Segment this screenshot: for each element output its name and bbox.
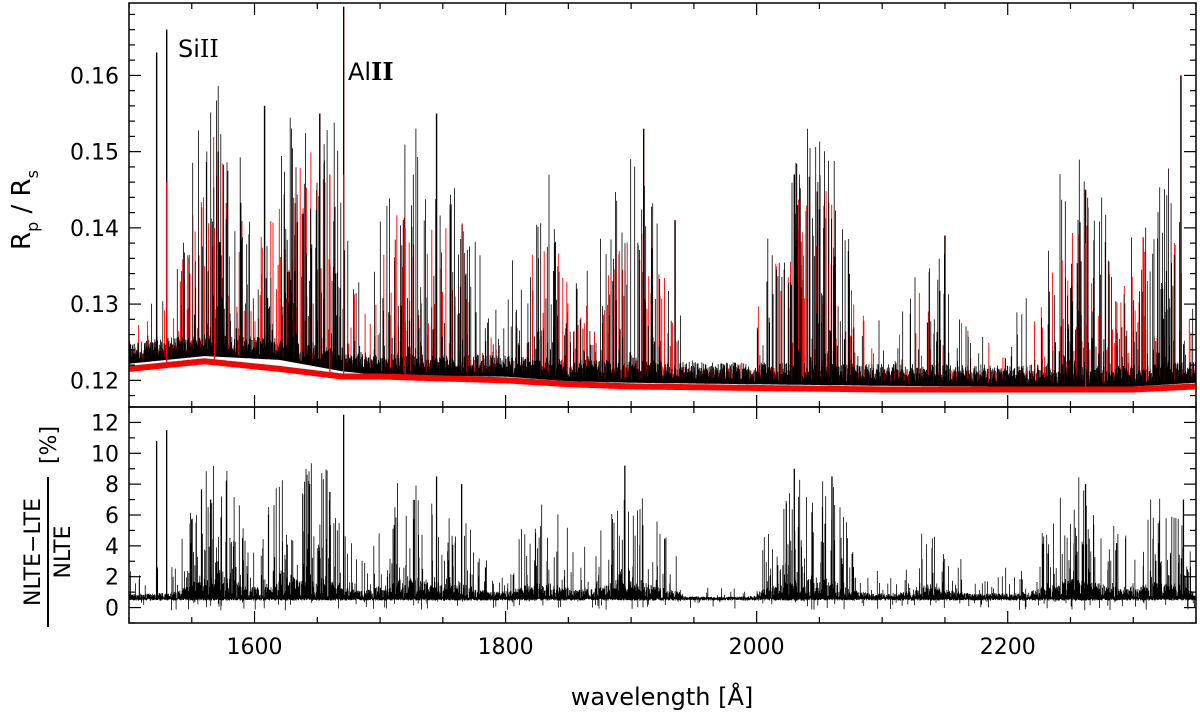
x-tick-label: 2000: [729, 635, 785, 660]
ylabel-numerator: NLTE−LTE: [21, 498, 46, 606]
x-axis-label: wavelength [Å]: [571, 682, 754, 711]
annotation-siii: SiII: [178, 35, 219, 63]
top-red-spectrum: [129, 6, 1196, 386]
y-tick-label: 0.12: [70, 369, 119, 394]
ylabel-denominator: NLTE: [51, 525, 76, 578]
difference-lines: [129, 463, 1196, 611]
top-y-axis-label: Rp / Rs: [7, 170, 42, 250]
y-tick-label: 10: [91, 442, 119, 467]
x-tick-label: 1600: [227, 635, 283, 660]
top-y-ticks: 0.12 0.13 0.14 0.15 0.16: [70, 13, 1196, 397]
ylabel-r2: R: [7, 178, 37, 196]
ylabel-percent: [%]: [37, 426, 62, 464]
x-tick-label: 1800: [478, 635, 534, 660]
annotation-siii-element: Si: [178, 35, 200, 63]
annotation-alii-ion: II: [371, 57, 393, 86]
bottom-y-axis-label: NLTE−LTE NLTE [%]: [21, 426, 76, 627]
y-tick-label: 6: [105, 504, 119, 529]
y-tick-label: 8: [105, 473, 119, 498]
y-tick-label: 0: [105, 597, 119, 622]
top-panel: 0.120.130.140.150.16 SiII AlII Rp / Rs: [7, 2, 1197, 408]
spectrum-lines: [129, 85, 1196, 387]
annotation-alii: AlII: [348, 57, 394, 86]
y-tick-label: 0.14: [70, 217, 119, 242]
annotation-siii-ion: II: [200, 35, 219, 63]
y-tick-label: 0.15: [70, 141, 119, 166]
y-tick-label: 0.16: [70, 64, 119, 89]
bottom-panel: 0 2 4 6 8 10 12 1600 1800 2000 2200 NLTE−LTE NLTE…: [21, 406, 1197, 711]
bottom-y-ticks: 0 2 4 6 8 10 12: [91, 406, 1196, 624]
x-tick-label: 2200: [980, 635, 1036, 660]
bottom-x-ticks: 1600 1800 2000 2200: [128, 407, 1197, 660]
top-x-ticks: [128, 3, 1197, 407]
ylabel-sub-s: s: [23, 170, 42, 178]
ylabel-slash: /: [7, 196, 37, 221]
y-tick-label: 12: [91, 411, 119, 436]
y-tick-label: 4: [105, 535, 119, 560]
red-continuum: [129, 358, 1196, 393]
y-tick-label: 0.13: [70, 293, 119, 318]
ylabel-sub-p: p: [23, 222, 42, 232]
y-tick-label: 2: [105, 566, 119, 591]
top-black-spectrum: [129, 6, 1196, 393]
ylabel-r: R: [7, 232, 37, 250]
annotation-alii-element: Al: [348, 58, 371, 86]
bottom-black-spectrum: [129, 414, 1196, 611]
